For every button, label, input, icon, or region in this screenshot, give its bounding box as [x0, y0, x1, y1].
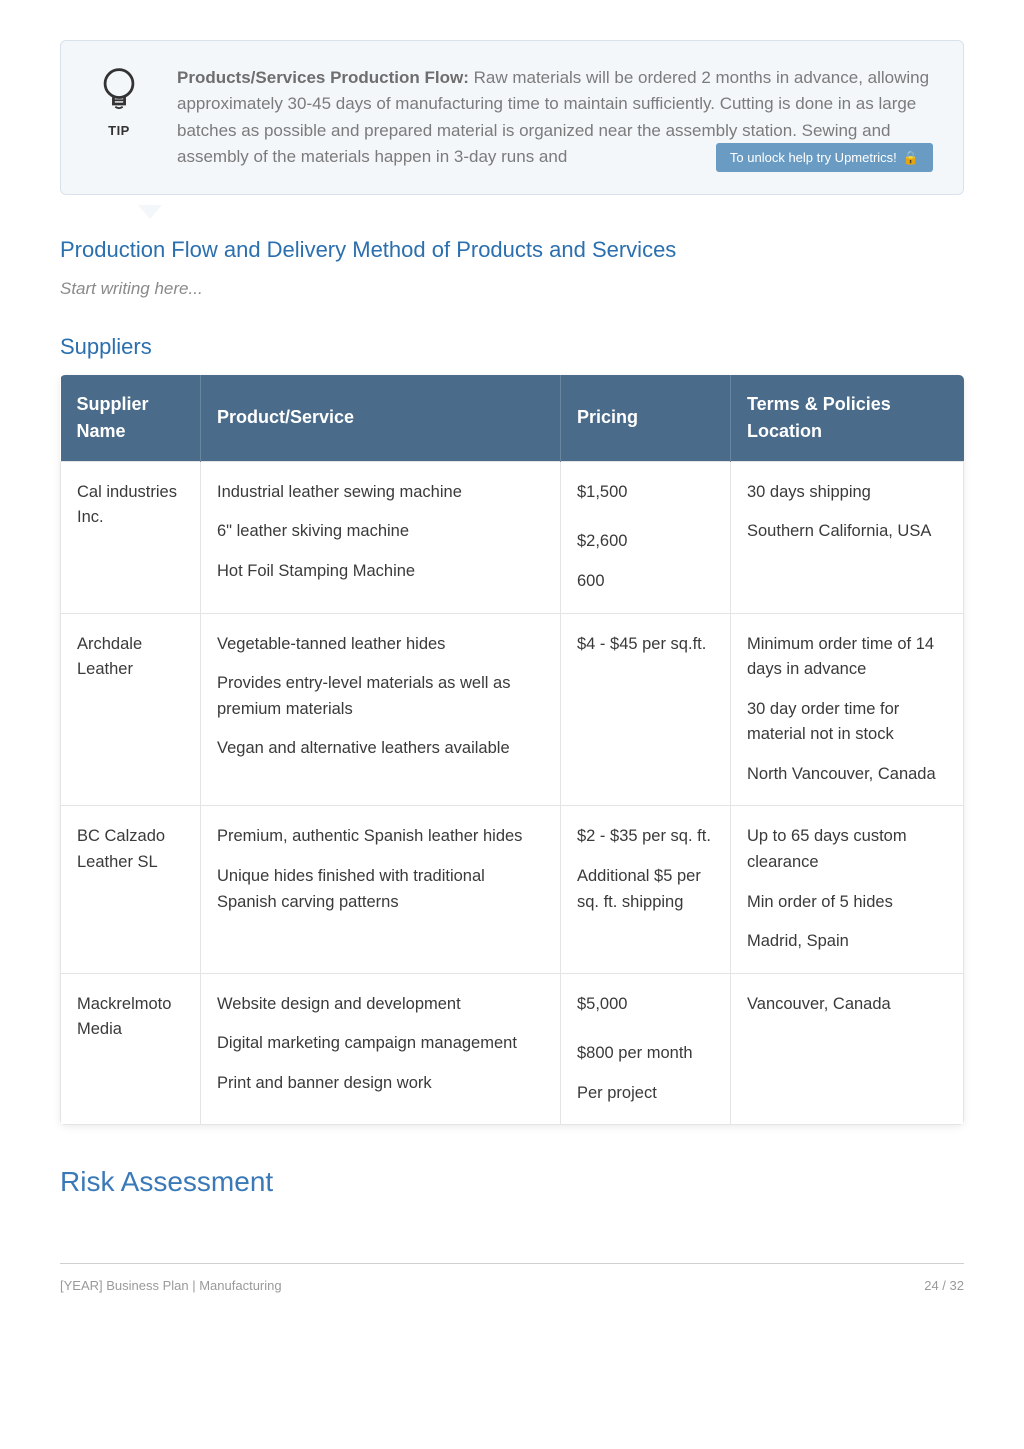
- tip-box: TIP Products/Services Production Flow: R…: [60, 40, 964, 195]
- price-line: $2 - $35 per sq. ft.: [577, 824, 714, 850]
- col-terms: Terms & Policies Location: [731, 375, 964, 462]
- price-line: $2,600: [577, 529, 714, 555]
- table-row: Archdale Leather Vegetable-tanned leathe…: [61, 613, 964, 806]
- terms-line: Minimum order time of 14 days in advance: [747, 632, 947, 683]
- cell-pricing: $4 - $45 per sq.ft.: [561, 613, 731, 806]
- table-header-row: Supplier Name Product/Service Pricing Te…: [61, 375, 964, 462]
- product-line: Vegan and alternative leathers available: [217, 736, 544, 762]
- lock-icon: 🔒: [903, 148, 919, 168]
- cell-terms: Up to 65 days custom clearance Min order…: [731, 806, 964, 973]
- heading-suppliers: Suppliers: [60, 330, 964, 363]
- cell-name: Mackrelmoto Media: [61, 973, 201, 1125]
- placeholder-text[interactable]: Start writing here...: [60, 276, 964, 302]
- terms-line: Vancouver, Canada: [747, 992, 947, 1018]
- tip-icon-column: TIP: [89, 65, 149, 170]
- terms-line: Up to 65 days custom clearance: [747, 824, 947, 875]
- price-line: $4 - $45 per sq.ft.: [577, 632, 714, 658]
- cell-pricing: $1,500 $2,600 600: [561, 461, 731, 613]
- suppliers-table: Supplier Name Product/Service Pricing Te…: [60, 375, 964, 1125]
- terms-line: 30 days shipping: [747, 480, 947, 506]
- product-line: Provides entry-level materials as well a…: [217, 671, 544, 722]
- price-line: $5,000: [577, 992, 714, 1018]
- product-line: Digital marketing campaign management: [217, 1031, 544, 1057]
- cell-name: BC Calzado Leather SL: [61, 806, 201, 973]
- price-line: Per project: [577, 1081, 714, 1107]
- cell-terms: Minimum order time of 14 days in advance…: [731, 613, 964, 806]
- product-line: Print and banner design work: [217, 1071, 544, 1097]
- cell-pricing: $5,000 $800 per month Per project: [561, 973, 731, 1125]
- product-line: Unique hides finished with traditional S…: [217, 864, 544, 915]
- cell-product: Vegetable-tanned leather hides Provides …: [201, 613, 561, 806]
- cell-name: Cal industries Inc.: [61, 461, 201, 613]
- price-line: Additional $5 per sq. ft. shipping: [577, 864, 714, 915]
- col-pricing: Pricing: [561, 375, 731, 462]
- terms-line: 30 day order time for material not in st…: [747, 697, 947, 748]
- product-line: Website design and development: [217, 992, 544, 1018]
- terms-line: Southern California, USA: [747, 519, 947, 545]
- table-row: Cal industries Inc. Industrial leather s…: [61, 461, 964, 613]
- footer-left: [YEAR] Business Plan | Manufacturing: [60, 1276, 282, 1296]
- cell-terms: Vancouver, Canada: [731, 973, 964, 1125]
- heading-production-flow: Production Flow and Delivery Method of P…: [60, 233, 964, 266]
- footer-right: 24 / 32: [924, 1276, 964, 1296]
- cell-pricing: $2 - $35 per sq. ft. Additional $5 per s…: [561, 806, 731, 973]
- table-row: BC Calzado Leather SL Premium, authentic…: [61, 806, 964, 973]
- tip-label: TIP: [108, 121, 130, 141]
- heading-risk: Risk Assessment: [60, 1161, 964, 1203]
- cell-product: Industrial leather sewing machine 6" lea…: [201, 461, 561, 613]
- cell-product: Website design and development Digital m…: [201, 973, 561, 1125]
- table-row: Mackrelmoto Media Website design and dev…: [61, 973, 964, 1125]
- terms-line: North Vancouver, Canada: [747, 762, 947, 788]
- col-product: Product/Service: [201, 375, 561, 462]
- cell-terms: 30 days shipping Southern California, US…: [731, 461, 964, 613]
- product-line: Industrial leather sewing machine: [217, 480, 544, 506]
- unlock-badge[interactable]: To unlock help try Upmetrics! 🔒: [716, 143, 933, 173]
- unlock-text: To unlock help try Upmetrics!: [730, 148, 897, 168]
- tip-pointer: [138, 205, 162, 219]
- product-line: Vegetable-tanned leather hides: [217, 632, 544, 658]
- page-footer: [YEAR] Business Plan | Manufacturing 24 …: [60, 1263, 964, 1296]
- terms-line: Madrid, Spain: [747, 929, 947, 955]
- price-line: 600: [577, 569, 714, 595]
- cell-product: Premium, authentic Spanish leather hides…: [201, 806, 561, 973]
- terms-line: Min order of 5 hides: [747, 890, 947, 916]
- price-line: $1,500: [577, 480, 714, 506]
- product-line: Hot Foil Stamping Machine: [217, 559, 544, 585]
- lightbulb-icon: [95, 65, 143, 117]
- product-line: 6" leather skiving machine: [217, 519, 544, 545]
- cell-name: Archdale Leather: [61, 613, 201, 806]
- col-supplier: Supplier Name: [61, 375, 201, 462]
- tip-title: Products/Services Production Flow:: [177, 68, 469, 87]
- price-line: $800 per month: [577, 1041, 714, 1067]
- product-line: Premium, authentic Spanish leather hides: [217, 824, 544, 850]
